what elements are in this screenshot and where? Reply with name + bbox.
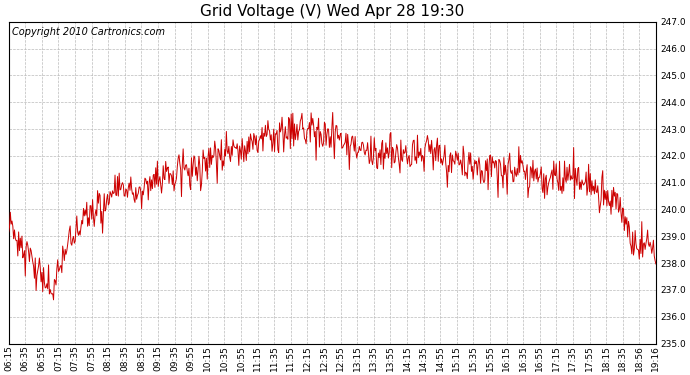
- Text: Copyright 2010 Cartronics.com: Copyright 2010 Cartronics.com: [12, 27, 165, 36]
- Title: Grid Voltage (V) Wed Apr 28 19:30: Grid Voltage (V) Wed Apr 28 19:30: [200, 4, 464, 19]
